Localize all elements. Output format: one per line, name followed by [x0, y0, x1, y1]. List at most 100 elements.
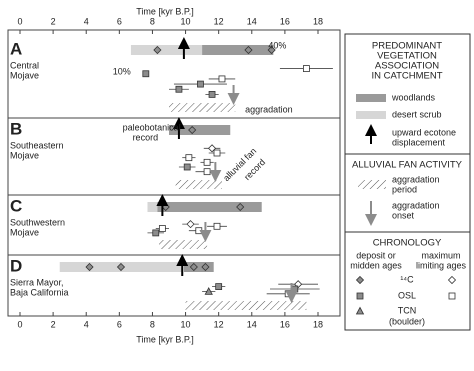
woodlands-bar — [202, 45, 274, 55]
legend-woodlands — [356, 94, 386, 102]
woodlands-bar — [157, 202, 262, 212]
c14-marker — [188, 125, 197, 135]
legend-label: aggradation — [392, 200, 440, 210]
c14-marker — [267, 45, 276, 55]
legend-label: woodlands — [391, 92, 436, 102]
woodlands-bar — [169, 125, 231, 135]
legend-label: limiting ages — [416, 260, 467, 270]
x-tick-label-bottom: 6 — [117, 319, 122, 329]
x-tick-label-top: 12 — [214, 16, 224, 26]
date-marker — [303, 65, 310, 72]
x-tick-label-top: 18 — [313, 16, 323, 26]
legend-label: desert scrub — [392, 109, 442, 119]
annotation: record — [133, 132, 159, 142]
legend-heading: PREDOMINANT — [372, 41, 442, 52]
date-marker — [213, 149, 221, 157]
legend-heading: ASSOCIATION — [375, 61, 439, 72]
legend-heading: VEGETATION — [377, 51, 437, 62]
annotation: 10% — [113, 66, 131, 76]
date-marker — [152, 229, 160, 237]
date-marker — [215, 283, 223, 291]
legend-label: upward ecotone — [392, 127, 456, 137]
date-marker — [203, 168, 211, 176]
aggradation-period — [159, 240, 208, 249]
region-name: Baja California — [10, 287, 69, 297]
c14-marker — [236, 202, 245, 212]
x-tick-label-top: 14 — [247, 16, 257, 26]
date-marker — [204, 287, 213, 295]
aggradation-period — [175, 180, 222, 189]
x-tick-label-top: 2 — [51, 16, 56, 26]
x-axis-title-top: Time [kyr B.P.] — [136, 6, 194, 16]
legend-label: ¹⁴C — [400, 274, 414, 284]
legend-heading: ALLUVIAL FAN ACTIVITY — [352, 160, 463, 171]
date-marker — [186, 220, 195, 229]
date-marker — [185, 154, 193, 162]
date-marker — [175, 85, 183, 93]
plot-frame — [7, 29, 341, 317]
x-tick-label-bottom: 18 — [313, 319, 323, 329]
date-marker — [291, 285, 299, 293]
x-tick-label-top: 16 — [280, 16, 290, 26]
region-name: Mojave — [10, 227, 39, 237]
legend-aggradation — [358, 180, 386, 189]
x-tick-label-top: 6 — [117, 16, 122, 26]
c14-marker — [153, 45, 162, 55]
date-marker — [158, 225, 166, 232]
date-marker — [183, 163, 191, 171]
legend-symbol — [447, 275, 457, 285]
x-axis-title-bottom: Time [kyr B.P.] — [136, 334, 194, 344]
annotation: aggradation — [245, 104, 293, 114]
date-marker — [284, 290, 292, 298]
x-tick-label-bottom: 10 — [181, 319, 191, 329]
legend-symbol — [356, 292, 364, 300]
legend-heading: IN CATCHMENT — [371, 71, 442, 82]
panel-label: A — [10, 39, 22, 58]
date-marker — [142, 70, 150, 78]
legend-label: onset — [392, 210, 415, 220]
legend-heading: CHRONOLOGY — [373, 238, 442, 249]
legend-desert-scrub — [356, 111, 386, 119]
aggradation-period — [169, 103, 236, 112]
x-tick-label-bottom: 14 — [247, 319, 257, 329]
region-name: Southwestern — [10, 217, 65, 227]
date-marker — [195, 227, 203, 235]
panel-label: D — [10, 256, 22, 275]
legend-label: (boulder) — [389, 316, 425, 326]
legend-label: midden ages — [350, 260, 402, 270]
legend-symbol — [355, 306, 365, 315]
legend-frame — [344, 33, 471, 331]
x-tick-label-top: 4 — [84, 16, 89, 26]
legend-label: OSL — [398, 290, 416, 300]
desert-scrub-bar — [130, 45, 203, 55]
legend-label: maximum — [421, 250, 460, 260]
x-tick-label-bottom: 12 — [214, 319, 224, 329]
date-marker — [203, 158, 211, 166]
region-name: Mojave — [10, 70, 39, 80]
x-tick-label-bottom: 0 — [17, 319, 22, 329]
annotation: 40% — [268, 40, 286, 50]
c14-marker — [189, 262, 198, 272]
legend-label: deposit or — [356, 250, 396, 260]
date-marker — [208, 91, 216, 98]
date-marker — [213, 222, 221, 230]
x-tick-label-bottom: 8 — [150, 319, 155, 329]
x-tick-label-bottom: 16 — [280, 319, 290, 329]
legend-label: displacement — [392, 137, 446, 147]
c14-marker — [116, 262, 126, 272]
legend-label: TCN — [398, 305, 417, 315]
region-name: Mojave — [10, 150, 39, 160]
aggradation-period — [185, 301, 307, 310]
panel-label: C — [10, 196, 22, 215]
legend-label: aggradation — [392, 174, 440, 184]
legend-symbol — [355, 275, 365, 285]
desert-scrub-bar — [147, 202, 158, 212]
panel-label: B — [10, 119, 22, 138]
region-name: Central — [10, 60, 39, 70]
date-marker — [218, 75, 226, 83]
annotation: paleobotanical — [123, 122, 181, 132]
legend-symbol — [448, 292, 456, 300]
x-tick-label-bottom: 4 — [84, 319, 89, 329]
x-tick-label-top: 10 — [181, 16, 191, 26]
